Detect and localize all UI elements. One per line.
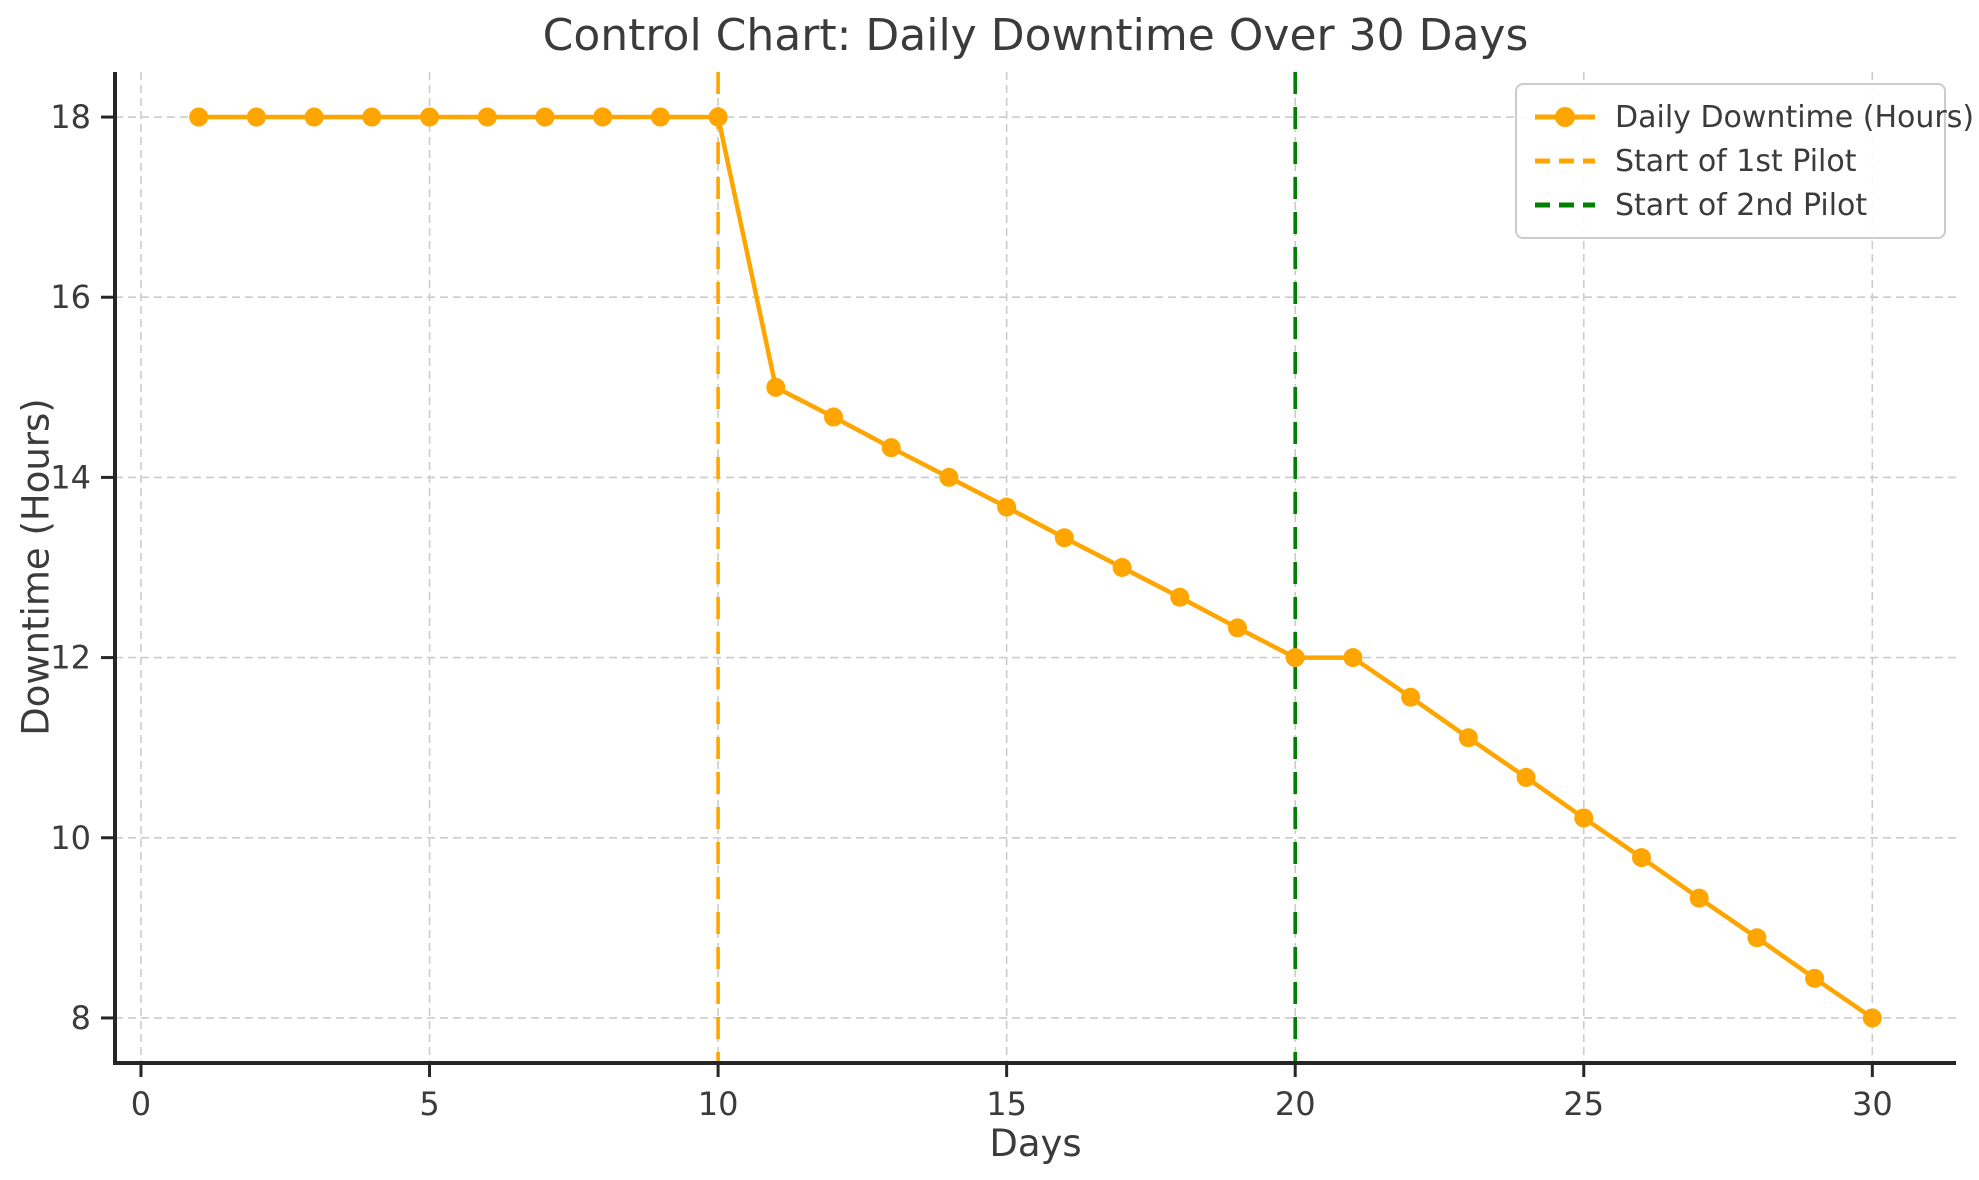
data-point-day-16	[1054, 528, 1074, 548]
data-point-day-5	[420, 107, 440, 127]
data-point-day-25	[1574, 808, 1594, 828]
solid-line-marker-icon	[1535, 107, 1595, 127]
data-point-day-21	[1343, 648, 1363, 668]
data-point-day-6	[477, 107, 497, 127]
data-point-day-3	[304, 107, 324, 127]
y-tick-label: 12	[50, 639, 91, 677]
legend-item-first-pilot: Start of 1st Pilot	[1533, 139, 1928, 183]
data-point-day-23	[1458, 728, 1478, 748]
y-tick-label: 18	[50, 98, 91, 136]
data-point-day-15	[997, 497, 1017, 517]
data-point-day-30	[1862, 1008, 1882, 1028]
data-point-day-10	[708, 107, 728, 127]
data-point-day-2	[246, 107, 266, 127]
data-point-day-29	[1805, 968, 1825, 988]
data-point-day-17	[1112, 558, 1132, 577]
y-tick-label: 16	[50, 278, 91, 316]
x-tick-label: 25	[1563, 1085, 1604, 1123]
y-tick-label: 10	[50, 819, 91, 857]
chart-title: Control Chart: Daily Downtime Over 30 Da…	[542, 10, 1529, 61]
data-point-day-11	[766, 377, 786, 397]
data-point-day-12	[824, 407, 844, 427]
data-point-day-27	[1689, 888, 1709, 908]
data-point-day-22	[1401, 687, 1421, 707]
x-tick-label: 30	[1852, 1085, 1893, 1123]
data-point-day-9	[650, 107, 670, 127]
data-point-day-1	[189, 107, 209, 127]
data-point-day-24	[1516, 767, 1536, 787]
legend-label-first-pilot: Start of 1st Pilot	[1615, 143, 1857, 179]
legend-label-second-pilot: Start of 2nd Pilot	[1615, 187, 1868, 223]
downtime-line	[196, 114, 1875, 1021]
data-point-day-13	[881, 438, 901, 458]
x-axis-label: Days	[989, 1122, 1082, 1165]
data-point-day-7	[535, 107, 555, 127]
dashed-line-icon	[1535, 202, 1595, 208]
y-tick-label: 8	[71, 999, 91, 1037]
data-point-day-20	[1285, 648, 1305, 668]
legend-item-second-pilot: Start of 2nd Pilot	[1533, 183, 1928, 227]
legend: Daily Downtime (Hours) Start of 1st Pilo…	[1515, 83, 1974, 239]
dashed-line-icon	[1535, 158, 1595, 164]
x-tick-label: 15	[986, 1085, 1027, 1123]
data-point-day-14	[939, 467, 959, 487]
x-tick-label: 5	[419, 1085, 439, 1123]
data-point-day-26	[1631, 848, 1651, 868]
y-tick-label: 14	[50, 458, 91, 496]
legend-label-daily-downtime: Daily Downtime (Hours)	[1615, 99, 1975, 135]
data-point-day-19	[1227, 618, 1247, 638]
data-point-day-8	[593, 107, 613, 127]
x-tick-label: 10	[698, 1085, 739, 1123]
data-point-day-18	[1170, 587, 1190, 607]
data-point-day-4	[362, 107, 382, 127]
data-point-day-28	[1747, 928, 1767, 948]
x-tick-label: 0	[131, 1085, 151, 1123]
x-tick-label: 20	[1275, 1085, 1316, 1123]
legend-item-daily-downtime: Daily Downtime (Hours)	[1533, 95, 1974, 139]
